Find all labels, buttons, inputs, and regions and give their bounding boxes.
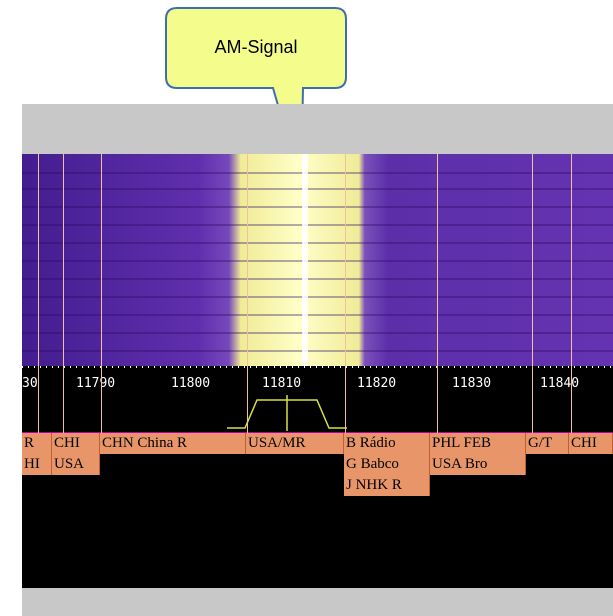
tuning-line — [303, 154, 304, 366]
station-marker-line — [63, 154, 64, 434]
scale-dots — [22, 366, 613, 368]
tick-label: 11840 — [540, 376, 580, 391]
tick-label: 11790 — [76, 376, 116, 391]
station-marker-line — [571, 154, 572, 434]
carrier-line — [302, 154, 308, 366]
callout-label: AM-Signal — [214, 37, 298, 57]
station-marker-line — [247, 154, 248, 434]
station-tag[interactable]: USA/MR — [246, 433, 344, 454]
station-marker-line — [101, 154, 102, 434]
station-tag[interactable]: J NHK R — [344, 475, 430, 496]
station-tag[interactable]: USA — [52, 454, 100, 475]
station-tag[interactable]: CHN China R — [100, 433, 246, 454]
station-tag[interactable]: B Rádio — [344, 433, 430, 454]
frequency-scale[interactable]: 30 11790 11800 11810 11820 11830 11840 — [22, 366, 613, 402]
tick-label: 11830 — [452, 376, 492, 391]
station-marker-line — [345, 154, 346, 434]
tick-label: 30 — [22, 376, 38, 391]
station-marker-line — [38, 154, 39, 434]
tick-label: 11810 — [262, 376, 302, 391]
station-tag[interactable]: G Babco — [344, 454, 430, 475]
passband-filter-indicator[interactable] — [227, 395, 347, 431]
station-tag[interactable]: HI — [22, 454, 52, 475]
waterfall-display[interactable] — [22, 154, 613, 366]
station-tag[interactable]: USA Bro — [430, 454, 526, 475]
tick-label: 11820 — [357, 376, 397, 391]
station-tag[interactable]: G/T — [526, 433, 569, 454]
station-marker-line — [532, 154, 533, 434]
station-tag[interactable]: CHI — [52, 433, 100, 454]
station-tag[interactable]: CHI — [569, 433, 613, 454]
tick-label: 11800 — [171, 376, 211, 391]
am-signal-callout: AM-Signal — [165, 7, 347, 186]
station-tag[interactable]: PHL FEB — [430, 433, 526, 454]
station-marker-line — [437, 154, 438, 434]
station-tag[interactable]: R — [22, 433, 52, 454]
